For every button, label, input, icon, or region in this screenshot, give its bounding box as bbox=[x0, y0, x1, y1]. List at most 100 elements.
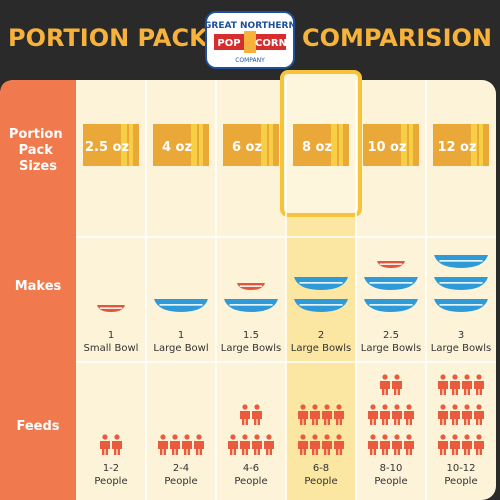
head bbox=[324, 434, 330, 440]
feeds-unit: People bbox=[234, 476, 267, 487]
body bbox=[380, 411, 390, 425]
body bbox=[334, 441, 344, 455]
head bbox=[160, 434, 166, 440]
logo-top: GREAT NORTHERN bbox=[204, 21, 296, 31]
person-icon bbox=[228, 434, 238, 455]
head bbox=[266, 434, 272, 440]
pack-stripe bbox=[269, 124, 273, 166]
person-icon bbox=[112, 434, 122, 455]
makes-count: 2.5 bbox=[383, 330, 399, 341]
head bbox=[394, 374, 400, 380]
bowl-icon bbox=[294, 277, 348, 290]
person-icon bbox=[474, 434, 484, 455]
body bbox=[450, 411, 460, 425]
logo-left: POP bbox=[217, 38, 240, 49]
head bbox=[336, 404, 342, 410]
person-icon bbox=[462, 434, 472, 455]
body bbox=[228, 441, 238, 455]
body bbox=[474, 381, 484, 395]
pack-icon bbox=[83, 124, 139, 166]
body bbox=[252, 411, 262, 425]
bowl-icon bbox=[377, 261, 405, 268]
head bbox=[406, 434, 412, 440]
body bbox=[368, 441, 378, 455]
head bbox=[312, 404, 318, 410]
body bbox=[462, 441, 472, 455]
head bbox=[382, 434, 388, 440]
person-icon bbox=[450, 374, 460, 395]
person-icon bbox=[392, 404, 402, 425]
head bbox=[242, 434, 248, 440]
bowl-icon bbox=[434, 277, 488, 290]
makes-unit: Large Bowls bbox=[221, 343, 281, 354]
person-icon bbox=[194, 434, 204, 455]
head bbox=[452, 374, 458, 380]
feeds-count: 1-2 bbox=[103, 463, 119, 474]
person-icon bbox=[450, 404, 460, 425]
makes-count: 2 bbox=[318, 330, 324, 341]
body bbox=[438, 381, 448, 395]
bowl-icon bbox=[294, 299, 348, 312]
pack-stripe bbox=[191, 124, 197, 166]
head bbox=[324, 404, 330, 410]
person-icon bbox=[298, 434, 308, 455]
head bbox=[254, 434, 260, 440]
body bbox=[158, 441, 168, 455]
feeds-unit: People bbox=[94, 476, 127, 487]
body bbox=[438, 411, 448, 425]
feeds-unit: People bbox=[164, 476, 197, 487]
pack-stripe bbox=[479, 124, 483, 166]
person-icon bbox=[182, 434, 192, 455]
pack-stripe bbox=[339, 124, 343, 166]
person-icon bbox=[240, 434, 250, 455]
body bbox=[450, 381, 460, 395]
logo-right: CORN bbox=[255, 38, 287, 49]
feeds-count: 6-8 bbox=[313, 463, 329, 474]
person-icon bbox=[438, 434, 448, 455]
pack-size: 6 oz bbox=[232, 140, 262, 155]
pack-size: 4 oz bbox=[162, 140, 192, 155]
person-icon bbox=[264, 434, 274, 455]
person-icon bbox=[438, 374, 448, 395]
feeds-count: 4-6 bbox=[243, 463, 259, 474]
logo-bottom: COMPANY bbox=[235, 57, 265, 64]
body bbox=[404, 441, 414, 455]
head bbox=[230, 434, 236, 440]
person-icon bbox=[322, 404, 332, 425]
person-icon bbox=[474, 374, 484, 395]
row-label-feeds: Feeds bbox=[16, 419, 59, 434]
label-column bbox=[0, 80, 76, 500]
person-icon bbox=[404, 404, 414, 425]
makes-unit: Small Bowl bbox=[84, 343, 139, 354]
makes-count: 1 bbox=[178, 330, 184, 341]
body bbox=[310, 411, 320, 425]
head bbox=[394, 434, 400, 440]
person-icon bbox=[310, 404, 320, 425]
feeds-unit: People bbox=[444, 476, 477, 487]
head bbox=[382, 404, 388, 410]
title-left: PORTION PACK bbox=[8, 24, 209, 52]
person-icon bbox=[368, 404, 378, 425]
body bbox=[392, 381, 402, 395]
head bbox=[406, 404, 412, 410]
feeds-unit: People bbox=[374, 476, 407, 487]
head bbox=[242, 404, 248, 410]
head bbox=[464, 374, 470, 380]
person-icon bbox=[462, 374, 472, 395]
pack-icon bbox=[153, 124, 209, 166]
head bbox=[382, 374, 388, 380]
pack-stripe bbox=[401, 124, 407, 166]
head bbox=[394, 404, 400, 410]
row-label-line: Pack bbox=[19, 143, 54, 158]
person-icon bbox=[334, 434, 344, 455]
head bbox=[102, 434, 108, 440]
person-icon bbox=[322, 434, 332, 455]
bowl-icon bbox=[434, 299, 488, 312]
feeds-count: 2-4 bbox=[173, 463, 189, 474]
head bbox=[476, 404, 482, 410]
head bbox=[440, 404, 446, 410]
person-icon bbox=[392, 374, 402, 395]
head bbox=[476, 434, 482, 440]
row-label-line: Sizes bbox=[19, 159, 57, 174]
